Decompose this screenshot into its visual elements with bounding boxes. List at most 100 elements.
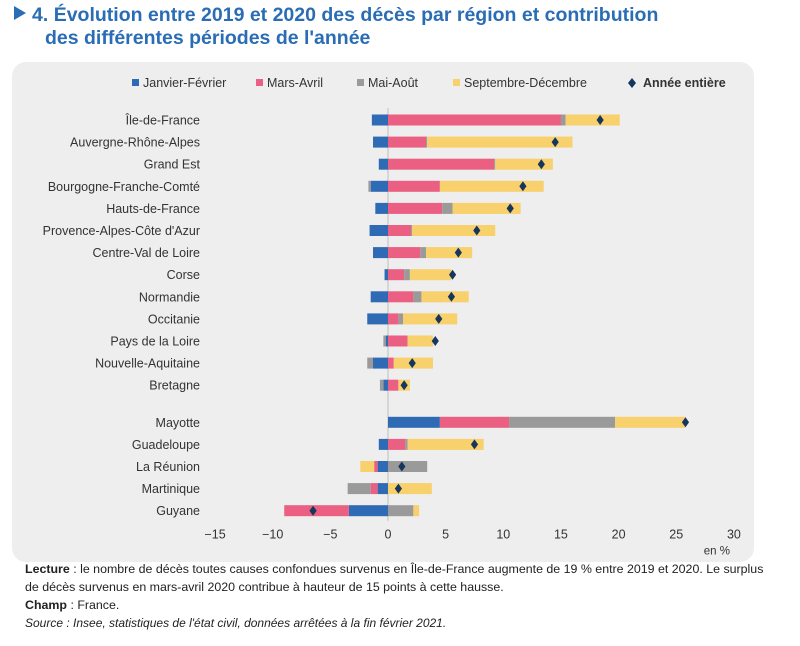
marker-annee-entiere-hauts-de-france — [506, 203, 514, 214]
bar-hauts-de-france-mars-avril — [388, 202, 443, 214]
champ-text: : France. — [67, 598, 120, 612]
legend-label-janvier-fevrier: Janvier-Février — [143, 76, 226, 90]
bar-bretagne-janvier-fevrier — [383, 379, 388, 391]
bar-nouvelle-aquitaine-janvier-fevrier — [373, 357, 388, 369]
category-label-martinique: Martinique — [142, 482, 200, 496]
category-label-mayotte: Mayotte — [156, 416, 201, 430]
champ-label: Champ — [25, 598, 67, 612]
bar-bourgogne-franche-comte-mai-aout — [368, 180, 371, 192]
bar-centre-val-de-loire-septembre-decembre — [426, 247, 473, 259]
bar-la-reunion-septembre-decembre — [360, 461, 375, 472]
bar-grand-est-septembre-decembre — [495, 158, 553, 170]
bar-centre-val-de-loire-janvier-fevrier — [373, 247, 388, 259]
chart-title: 4. Évolution entre 2019 et 2020 des décè… — [14, 4, 784, 50]
marker-annee-entiere-pays-de-la-loire — [431, 336, 439, 346]
bar-hauts-de-france-janvier-fevrier — [375, 202, 388, 214]
bar-pays-de-la-loire-janvier-fevrier — [385, 335, 388, 347]
bar-corse-janvier-fevrier — [384, 269, 388, 281]
bar-grand-est-mai-aout — [494, 158, 496, 170]
bar-guadeloupe-septembre-decembre — [407, 438, 484, 450]
marker-annee-entiere-bourgogne-franche-comte — [519, 181, 527, 192]
bar-la-reunion-janvier-fevrier — [377, 461, 388, 472]
bar-guadeloupe-janvier-fevrier — [378, 438, 388, 450]
legend-label-septembre-decembre: Septembre-Décembre — [464, 76, 587, 90]
x-tick-10: 10 — [496, 528, 510, 542]
bar-centre-val-de-loire-mai-aout — [420, 247, 427, 259]
legend-marker-annee-entiere — [628, 78, 636, 88]
bar-bourgogne-franche-comte-mars-avril — [388, 180, 440, 192]
bar-bourgogne-franche-comte-janvier-fevrier — [370, 180, 388, 192]
legend-swatch-mars-avril — [256, 79, 263, 86]
marker-annee-entiere-bretagne — [400, 380, 408, 391]
category-label-nouvelle-aquitaine: Nouvelle-Aquitaine — [95, 357, 200, 371]
marker-annee-entiere-auvergne-rhone-alpes — [551, 137, 559, 148]
legend-swatch-janvier-fevrier — [132, 79, 139, 86]
legend-swatch-septembre-decembre — [453, 79, 460, 86]
bar-occitanie-mars-avril — [388, 313, 399, 325]
triangle-bullet-icon — [14, 6, 26, 20]
x-tick-15: 15 — [554, 528, 568, 542]
marker-annee-entiere-centre-val-de-loire — [454, 247, 462, 258]
title-number: 4. — [32, 4, 49, 26]
bar-la-reunion-mars-avril — [374, 461, 378, 472]
marker-annee-entiere-guadeloupe — [470, 439, 479, 450]
bar-provence-alpes-cote-d-azur-mars-avril — [388, 225, 412, 236]
bar-guadeloupe-mai-aout — [405, 438, 408, 450]
x-tick-25: 25 — [669, 528, 683, 542]
legend-swatch-mai-aout — [357, 79, 364, 86]
category-labels: Île-de-France Auvergne-Rhône-Alpes Grand E… — [43, 113, 201, 519]
annual-markers — [309, 115, 690, 516]
bar-grand-est-janvier-fevrier — [378, 158, 388, 170]
bar-normandie-janvier-fevrier — [370, 291, 388, 303]
x-tick-30: 30 — [727, 528, 741, 542]
legend-label-mars-avril: Mars-Avril — [267, 76, 323, 90]
legend-label-annee-entiere: Année entière — [643, 76, 726, 90]
bars — [284, 114, 686, 517]
category-label-normandie: Normandie — [139, 290, 200, 304]
marker-annee-entiere-corse — [448, 269, 457, 280]
bar-bretagne-mai-aout — [379, 379, 384, 391]
bar-normandie-mai-aout — [413, 291, 422, 303]
marker-annee-entiere-provence-alpes-cote-d-azur — [473, 225, 481, 236]
source-note: Source : Insee, statistiques de l'état c… — [25, 616, 447, 630]
bar-centre-val-de-loire-mars-avril — [388, 247, 421, 259]
bar-auvergne-rhone-alpes-janvier-fevrier — [373, 136, 388, 148]
legend-label-mai-aout: Mai-Août — [368, 76, 419, 90]
x-tick-0: 0 — [385, 528, 392, 542]
category-label-la-reunion: La Réunion — [136, 460, 200, 474]
bar-normandie-septembre-decembre — [421, 291, 469, 303]
bar-auvergne-rhone-alpes-mars-avril — [388, 136, 427, 148]
bar-martinique-mai-aout — [347, 483, 371, 495]
x-axis-label: en % — [704, 546, 730, 558]
marker-annee-entiere-martinique — [394, 483, 402, 494]
bar-hauts-de-france-mai-aout — [442, 202, 453, 214]
bar-chart: Janvier-Février Mars-Avril Mai-Août Septemb… — [43, 76, 741, 558]
bar-pays-de-la-loire-septembre-decembre — [407, 335, 433, 347]
category-label-corse: Corse — [167, 268, 200, 282]
bar-normandie-mars-avril — [388, 291, 414, 303]
bar-auvergne-rhone-alpes-mai-aout — [426, 136, 428, 148]
marker-annee-entiere-guyane — [309, 505, 317, 516]
category-label-guadeloupe: Guadeloupe — [132, 438, 200, 452]
category-label-auvergne-rhone-alpes: Auvergne-Rhône-Alpes — [70, 136, 200, 150]
lecture-text: : le nombre de décès toutes causes confo… — [25, 562, 764, 594]
bar-guyane-septembre-decembre — [413, 505, 420, 517]
category-label-hauts-de-france: Hauts-de-France — [106, 202, 200, 216]
category-label-pays-de-la-loire: Pays de la Loire — [110, 335, 200, 349]
bar-occitanie-septembre-decembre — [402, 313, 458, 325]
bar-occitanie-mai-aout — [398, 313, 403, 325]
x-tick-minus-5: −5 — [323, 528, 337, 542]
marker-annee-entiere-ile-de-france — [596, 115, 604, 125]
champ-note: Champ : France. — [25, 596, 765, 614]
bar-provence-alpes-cote-d-azur-septembre-decembre — [412, 225, 496, 236]
category-label-occitanie: Occitanie — [148, 312, 200, 326]
bar-guyane-janvier-fevrier — [348, 505, 388, 517]
bar-occitanie-janvier-fevrier — [367, 313, 388, 325]
title-line-2: des différentes périodes de l'année — [45, 27, 371, 49]
category-label-bourgogne-franche-comte: Bourgogne-Franche-Comté — [48, 180, 200, 194]
lecture-note: Lecture : le nombre de décès toutes caus… — [25, 560, 765, 596]
x-axis-ticks: −15 −10 −5 0 5 10 15 20 25 30 — [204, 528, 740, 542]
bar-grand-est-mars-avril — [388, 158, 495, 170]
bar-auvergne-rhone-alpes-septembre-decembre — [427, 136, 573, 148]
bar-martinique-septembre-decembre — [388, 483, 432, 495]
